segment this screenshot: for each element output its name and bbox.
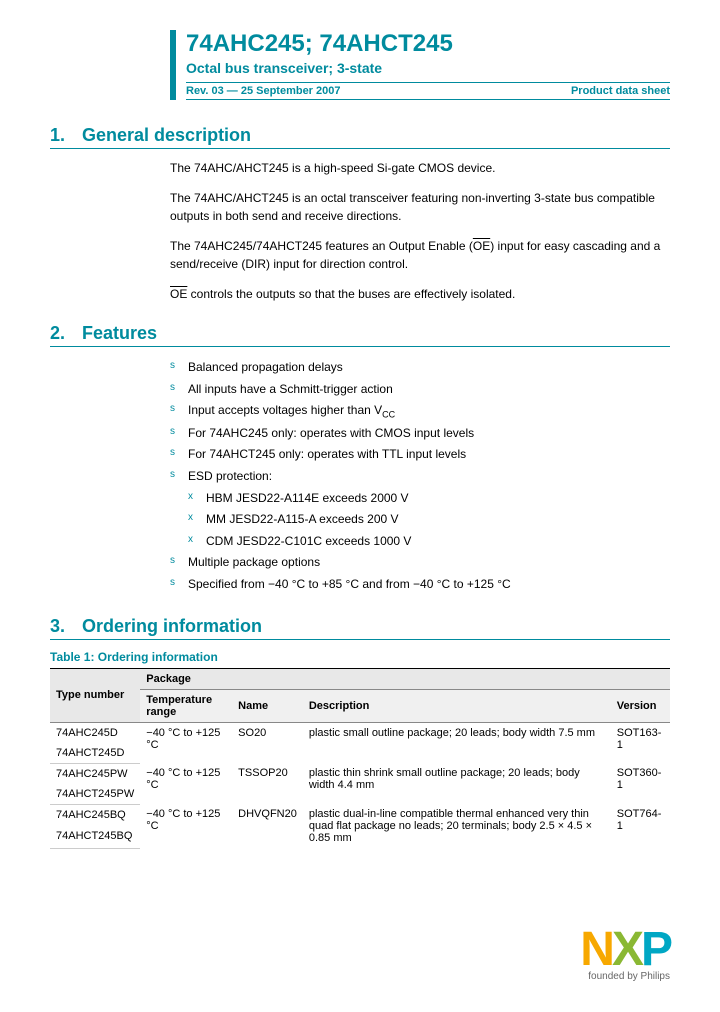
document-header: 74AHC245; 74AHCT245 Octal bus transceive… xyxy=(170,30,670,100)
logo-letter-p: P xyxy=(641,923,670,976)
th-type: Type number xyxy=(50,668,140,722)
ordering-table: Type number Package Temperature range Na… xyxy=(50,668,670,849)
th-desc: Description xyxy=(303,689,611,722)
nxp-logo: NXP founded by Philips xyxy=(580,922,670,982)
desc-para-1: The 74AHC/AHCT245 is a high-speed Si-gat… xyxy=(170,159,670,177)
main-title: 74AHC245; 74AHCT245 xyxy=(186,30,670,58)
feature-item: For 74AHC245 only: operates with CMOS in… xyxy=(170,423,670,445)
table-row: 74AHC245BQ −40 °C to +125 °C DHVQFN20 pl… xyxy=(50,804,670,826)
th-package: Package xyxy=(140,668,670,689)
desc-para-2: The 74AHC/AHCT245 is an octal transceive… xyxy=(170,189,670,225)
section-num: 1. xyxy=(50,125,82,146)
revision-text: Rev. 03 — 25 September 2007 xyxy=(186,85,341,97)
section-num: 2. xyxy=(50,323,82,344)
section-title: Features xyxy=(82,323,157,344)
section-num: 3. xyxy=(50,616,82,637)
logo-letter-n: N xyxy=(580,923,612,976)
feature-item: Multiple package options xyxy=(170,552,670,574)
logo-tagline: founded by Philips xyxy=(580,971,670,982)
section-title: General description xyxy=(82,125,251,146)
features-list: Balanced propagation delays All inputs h… xyxy=(170,357,670,596)
logo-letter-x: X xyxy=(612,923,641,976)
feature-item: Specified from −40 °C to +85 °C and from… xyxy=(170,574,670,596)
th-temp: Temperature range xyxy=(140,689,232,722)
section-heading-1: 1. General description xyxy=(50,125,670,149)
doctype-text: Product data sheet xyxy=(571,85,670,97)
title-accent-bar xyxy=(170,30,176,100)
feature-item: All inputs have a Schmitt-trigger action xyxy=(170,379,670,401)
section-heading-2: 2. Features xyxy=(50,323,670,347)
table-row: 74AHC245PW −40 °C to +125 °C TSSOP20 pla… xyxy=(50,763,670,784)
section-title: Ordering information xyxy=(82,616,262,637)
desc-para-3: The 74AHC245/74AHCT245 features an Outpu… xyxy=(170,237,670,273)
feature-subitem: MM JESD22-A115-A exceeds 200 V xyxy=(188,509,670,531)
feature-item: Input accepts voltages higher than VCC xyxy=(170,400,670,423)
revision-row: Rev. 03 — 25 September 2007 Product data… xyxy=(186,82,670,100)
section-heading-3: 3. Ordering information xyxy=(50,616,670,640)
desc-para-4: OE controls the outputs so that the buse… xyxy=(170,285,670,303)
th-name: Name xyxy=(232,689,303,722)
subtitle: Octal bus transceiver; 3-state xyxy=(186,60,670,76)
feature-subitem: CDM JESD22-C101C exceeds 1000 V xyxy=(188,531,670,553)
th-version: Version xyxy=(611,689,670,722)
feature-item: Balanced propagation delays xyxy=(170,357,670,379)
table-caption: Table 1: Ordering information xyxy=(50,650,670,664)
feature-item: ESD protection: xyxy=(170,466,670,488)
table-row: 74AHC245D −40 °C to +125 °C SO20 plastic… xyxy=(50,722,670,743)
feature-subitem: HBM JESD22-A114E exceeds 2000 V xyxy=(188,488,670,510)
feature-item: For 74AHCT245 only: operates with TTL in… xyxy=(170,444,670,466)
